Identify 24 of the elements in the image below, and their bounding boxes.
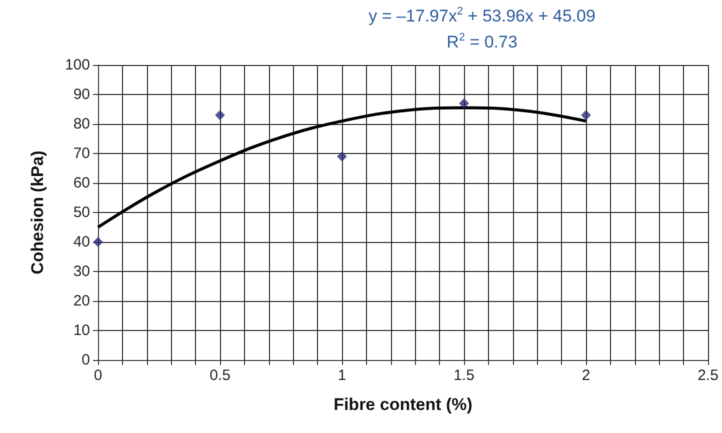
x-tick-label: 2 bbox=[582, 367, 590, 384]
y-tick-label: 10 bbox=[73, 322, 90, 339]
x-tick-label: 1 bbox=[338, 367, 346, 384]
x-tick-label: 1.5 bbox=[454, 367, 474, 384]
y-tick-label: 50 bbox=[73, 204, 90, 221]
y-tick-label: 90 bbox=[73, 86, 90, 103]
x-tick-label: 0.5 bbox=[210, 367, 230, 384]
point bbox=[215, 110, 225, 120]
point bbox=[581, 110, 591, 120]
y-tick-label: 70 bbox=[73, 145, 90, 162]
x-tick-label: 2.5 bbox=[698, 367, 718, 384]
y-tick-label: 60 bbox=[73, 174, 90, 192]
y-tick-label: 40 bbox=[73, 234, 90, 250]
y-tick-label: 0 bbox=[82, 352, 90, 368]
x-axis-title: Fibre content (%) bbox=[334, 395, 472, 414]
point bbox=[93, 237, 103, 247]
y-tick-label: 20 bbox=[73, 292, 90, 310]
x-tick-label: 0 bbox=[94, 367, 102, 384]
point bbox=[337, 151, 347, 162]
y-axis-title: Cohesion (kPa) bbox=[28, 150, 47, 274]
y-tick-label: 100 bbox=[64, 56, 90, 74]
y-tick-label: 80 bbox=[73, 116, 90, 132]
y-tick-label: 30 bbox=[73, 263, 90, 280]
point bbox=[459, 98, 469, 108]
